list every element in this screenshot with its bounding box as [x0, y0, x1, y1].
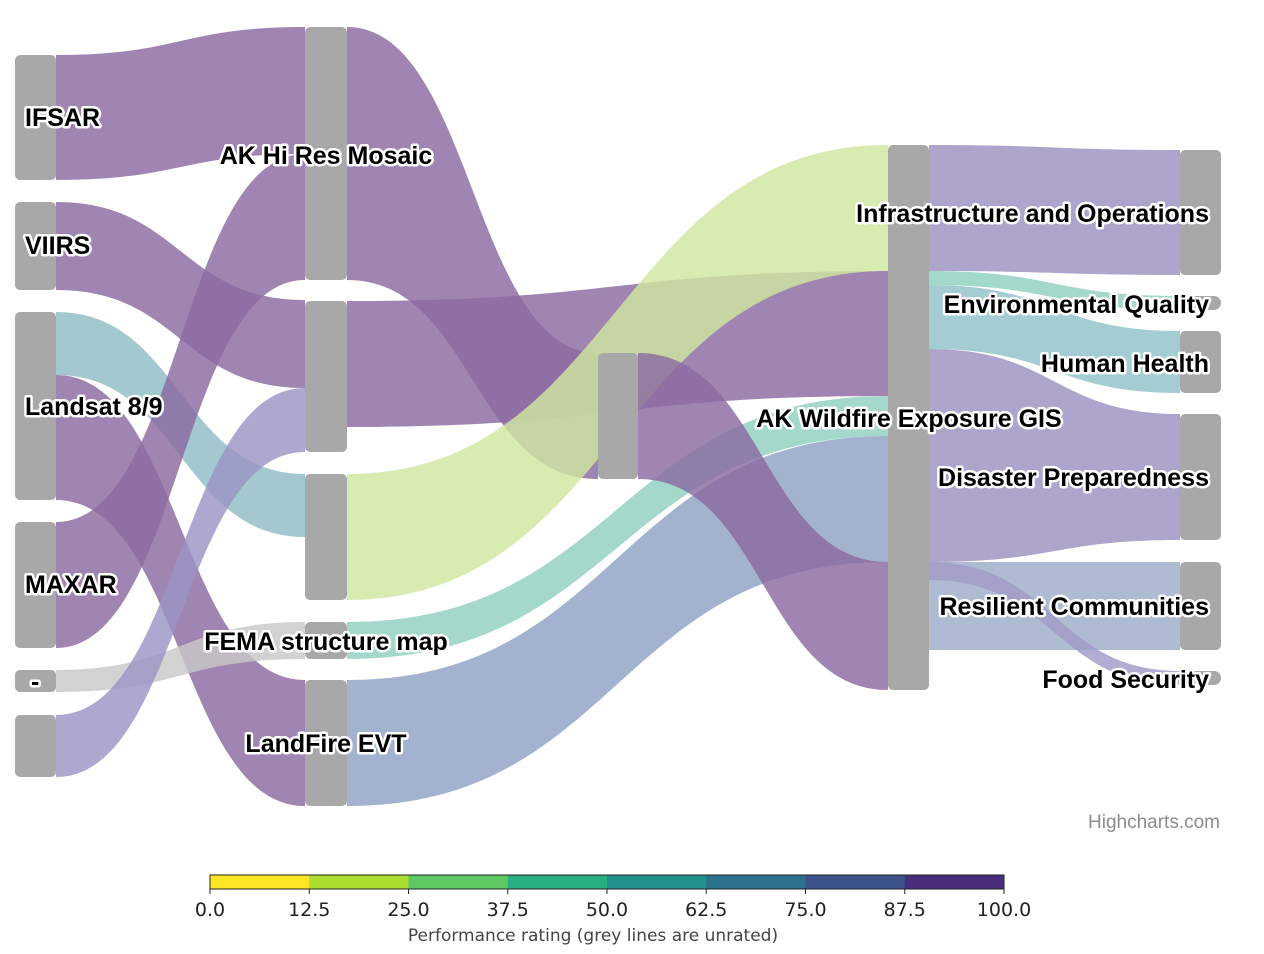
node-mid1[interactable] [305, 301, 347, 452]
node-mid2[interactable] [305, 474, 347, 600]
link-akwildfire-to-env[interactable] [929, 271, 1180, 310]
color-legend: 0.0 12.5 25.0 37.5 50.0 62.5 75.0 87.5 100.0 Per… [195, 874, 1031, 946]
node-health[interactable] [1180, 331, 1221, 393]
legend-tick-label: 87.5 [884, 899, 926, 921]
legend-tick-label: 100.0 [977, 899, 1031, 921]
legend-tick-label: 0.0 [195, 899, 225, 921]
legend-tick-label: 12.5 [288, 899, 330, 921]
node-food[interactable] [1180, 671, 1221, 685]
node-label-viirs: VIIRS [25, 232, 90, 260]
nodes-layer [15, 27, 1221, 806]
node-infra[interactable] [1180, 150, 1221, 275]
node-label-maxar: MAXAR [25, 571, 117, 599]
node-viirs[interactable] [15, 202, 56, 290]
legend-band [408, 875, 509, 889]
node-label-food: Food Security [1042, 666, 1209, 694]
legend-tick-label: 75.0 [784, 899, 826, 921]
node-landfire[interactable] [305, 680, 347, 806]
node-label-akhires: AK Hi Res Mosaic [220, 142, 433, 170]
legend-title: Performance rating (grey lines are unrat… [408, 926, 778, 946]
node-akhires[interactable] [305, 27, 347, 280]
node-label-akwildfire: AK Wildfire Exposure GIS [756, 405, 1061, 433]
node-akwildfire[interactable] [888, 145, 929, 690]
legend-band [805, 875, 906, 889]
link-akwildfire-to-health[interactable] [929, 285, 1180, 393]
link-akwildfire-to-disaster[interactable] [929, 349, 1180, 562]
link-maxar-to-akhires[interactable] [56, 154, 305, 648]
node-label-landsat: Landsat 8/9 [25, 393, 163, 421]
node-label-health: Human Health [1041, 350, 1209, 378]
legend-band [210, 875, 310, 889]
node-label-resilient: Resilient Communities [940, 593, 1210, 621]
legend-tick-label: 37.5 [487, 899, 529, 921]
link-akwildfire-to-infra[interactable] [929, 145, 1180, 275]
link-viirs-to-mid1[interactable] [56, 202, 305, 388]
labels-layer: IFSAR VIIRS Landsat 8/9 MAXAR - AK Hi Res Mos… [23, 102, 1212, 761]
highcharts-credit[interactable]: Highcharts.com [1088, 812, 1220, 833]
node-ifsar[interactable] [15, 55, 56, 180]
legend-bands [209, 874, 1005, 890]
node-label-dash: - [31, 668, 39, 696]
node-resilient[interactable] [1180, 562, 1221, 650]
node-maxar[interactable] [15, 522, 56, 648]
link-blank-to-mid1[interactable] [56, 388, 305, 777]
link-fema-to-akwildfire[interactable] [347, 396, 888, 659]
link-dash-to-fema[interactable] [56, 622, 305, 692]
node-disaster[interactable] [1180, 414, 1221, 540]
link-mid3-to-akwildfire[interactable] [638, 353, 888, 690]
node-label-env: Environmental Quality [944, 291, 1209, 319]
legend-tick-label: 50.0 [586, 899, 628, 921]
node-dash[interactable] [15, 670, 56, 692]
node-label-landfire: LandFire EVT [245, 730, 406, 758]
node-blank[interactable] [15, 715, 56, 777]
legend-band [507, 875, 608, 889]
node-env[interactable] [1180, 296, 1221, 310]
node-label-fema: FEMA structure map [204, 628, 448, 656]
legend-band [904, 875, 1005, 889]
node-label-ifsar: IFSAR [25, 104, 100, 132]
node-label-disaster: Disaster Preparedness [938, 464, 1209, 492]
node-label-infra: Infrastructure and Operations [856, 200, 1209, 228]
node-mid3[interactable] [598, 353, 638, 479]
legend-band [607, 875, 707, 889]
legend-band [706, 875, 806, 889]
link-akwildfire-to-food[interactable] [929, 562, 1180, 685]
legend-band [309, 875, 409, 889]
node-fema[interactable] [305, 622, 347, 659]
node-landsat[interactable] [15, 312, 56, 500]
legend-tick-label: 62.5 [685, 899, 727, 921]
legend-ticks: 0.0 12.5 25.0 37.5 50.0 62.5 75.0 87.5 100.0 [195, 889, 1031, 921]
legend-tick-label: 25.0 [387, 899, 429, 921]
link-ifsar-to-akhires[interactable] [56, 27, 305, 180]
